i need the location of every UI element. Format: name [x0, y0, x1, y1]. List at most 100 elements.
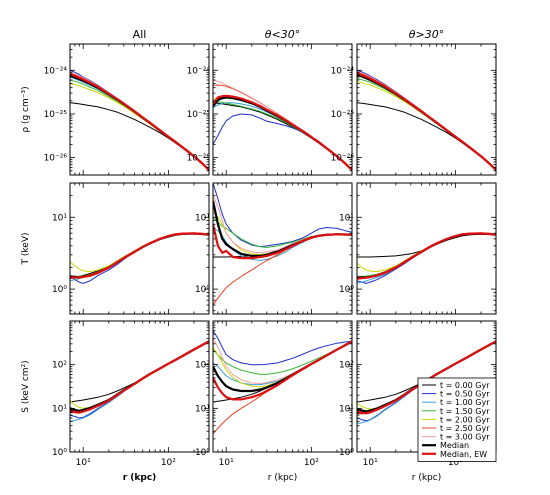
legend-label: Median, EW	[440, 450, 487, 459]
y-tick-label: 10²	[52, 361, 67, 371]
series-line-median-ew	[357, 232, 496, 280]
series-line-t-0-00-gyr	[357, 233, 496, 258]
y-tick-label: 10¹	[52, 213, 67, 223]
series-line-t-2-50-gyr	[213, 340, 352, 435]
series-line-t-0-50-gyr	[213, 183, 352, 248]
legend-label: t = 3.00 Gyr	[440, 433, 490, 442]
x-tick-label: 10²	[161, 458, 176, 468]
series-line-t-1-50-gyr	[357, 233, 496, 277]
y-tick-label: 10⁰	[52, 448, 67, 458]
series-line-median-ew	[70, 73, 209, 171]
y-tick-label: 10¹	[52, 404, 67, 414]
y-axis-label: ρ (g cm⁻³)	[21, 86, 31, 132]
column-title: θ>30°	[409, 28, 444, 41]
legend-label: t = 2.50 Gyr	[440, 424, 490, 433]
y-tick-label: 10⁻²⁶	[331, 154, 355, 164]
y-tick-label: 10⁰	[195, 285, 210, 295]
panel-r1-c2: 10¹ 10⁰	[339, 182, 497, 315]
series-group	[357, 232, 496, 284]
x-axis-label: r (kpc)	[268, 473, 297, 483]
x-tick-label: 10²	[448, 458, 463, 468]
series-line-t-2-00-gyr	[357, 233, 496, 273]
y-tick-label: 10⁻²⁴	[187, 66, 211, 76]
series-line-t-0-50-gyr	[357, 69, 496, 171]
legend-label: t = 1.00 Gyr	[440, 398, 490, 407]
y-tick-label: 10⁻²⁴	[331, 66, 355, 76]
y-tick-label: 10⁻²⁵	[44, 110, 68, 120]
column-title: θ<30°	[265, 28, 300, 41]
y-tick-label: 10⁻²⁶	[44, 154, 68, 164]
y-tick-label: 10¹	[195, 404, 210, 414]
y-tick-label: 10⁻²⁶	[187, 154, 211, 164]
panel-frame	[212, 43, 353, 176]
panel-r2-c0: 10² 10¹ 10⁰ 10¹ 10²	[52, 320, 210, 468]
y-tick-label: 10¹	[339, 213, 354, 223]
series-line-t-1-50-gyr	[70, 233, 209, 277]
legend-label: t = 0.00 Gyr	[440, 381, 490, 390]
series-group	[213, 183, 352, 306]
y-tick-label: 10²	[195, 361, 210, 371]
series-line-t-0-00-gyr	[357, 102, 496, 171]
y-tick-label: 10⁻²⁵	[187, 110, 211, 120]
y-tick-label: 10⁰	[339, 285, 354, 295]
panel-frame	[356, 43, 497, 176]
y-tick-label: 10⁰	[339, 448, 354, 458]
y-tick-label: 10²	[339, 361, 354, 371]
series-group	[357, 69, 496, 171]
series-line-median-ew	[70, 340, 209, 414]
series-line-median-ew	[213, 340, 352, 401]
series-line-t-3-00-gyr	[357, 233, 496, 278]
panel-r2-c1: 10² 10¹ 10⁰ 10¹ 10²	[195, 320, 353, 468]
column-title: All	[133, 28, 147, 41]
series-line-t-2-50-gyr	[357, 71, 496, 171]
panel-frame	[69, 43, 210, 176]
y-tick-label: 10⁻²⁴	[44, 66, 68, 76]
y-axis-label: T (keV)	[21, 233, 31, 266]
y-axis-label: S (keV cm²)	[21, 360, 31, 412]
series-line-median-ew	[357, 72, 496, 171]
x-axis-label: r (kpc)	[412, 473, 441, 483]
panel-frame	[212, 182, 353, 315]
panel-r1-c1: 10¹ 10⁰	[195, 182, 353, 315]
series-line-median	[213, 340, 352, 393]
series-group	[70, 232, 209, 284]
y-tick-label: 10¹	[339, 404, 354, 414]
x-tick-label: 10²	[304, 458, 319, 468]
series-group	[70, 340, 209, 422]
panel-frame	[212, 320, 353, 453]
series-line-t-1-50-gyr	[357, 78, 496, 171]
panel-r0-c0: 10⁻²⁴ 10⁻²⁵ 10⁻²⁶	[44, 43, 210, 176]
legend-label: Median	[440, 441, 469, 450]
series-line-median-ew	[70, 232, 209, 279]
series-group	[213, 330, 352, 435]
series-group	[213, 79, 352, 171]
series-line-t-0-50-gyr	[213, 330, 352, 366]
series-group	[70, 69, 209, 171]
panel-frame	[69, 320, 210, 453]
x-axis-label: r (kpc)	[123, 473, 157, 483]
series-line-median-ew	[213, 223, 352, 260]
panel-r0-c1: 10⁻²⁴ 10⁻²⁵ 10⁻²⁶	[187, 43, 353, 176]
x-tick-label: 10¹	[363, 458, 378, 468]
panel-frame	[356, 182, 497, 315]
series-line-t-2-00-gyr	[70, 233, 209, 273]
y-tick-label: 10⁰	[52, 285, 67, 295]
panel-frame	[69, 182, 210, 315]
x-tick-label: 10¹	[219, 458, 234, 468]
legend-label: t = 1.50 Gyr	[440, 407, 490, 416]
legend-label: t = 0.50 Gyr	[440, 390, 490, 399]
y-tick-label: 10⁰	[195, 448, 210, 458]
series-line-median-ew	[213, 94, 352, 171]
y-tick-label: 10¹	[195, 213, 210, 223]
series-line-t-1-50-gyr	[213, 340, 352, 375]
panel-r1-c0: 10¹ 10⁰	[52, 182, 210, 315]
y-tick-label: 10⁻²⁵	[331, 110, 355, 120]
series-line-t-2-00-gyr	[357, 81, 496, 171]
figure-labels: All θ<30° θ>30° ρ (g cm⁻³) T (keV) S (keV cm²…	[21, 28, 444, 483]
panel-r0-c2: 10⁻²⁴ 10⁻²⁵ 10⁻²⁶	[331, 43, 497, 176]
series-line-t-0-00-gyr	[70, 341, 209, 403]
legend-label: t = 2.00 Gyr	[440, 415, 490, 424]
x-tick-label: 10¹	[76, 458, 91, 468]
